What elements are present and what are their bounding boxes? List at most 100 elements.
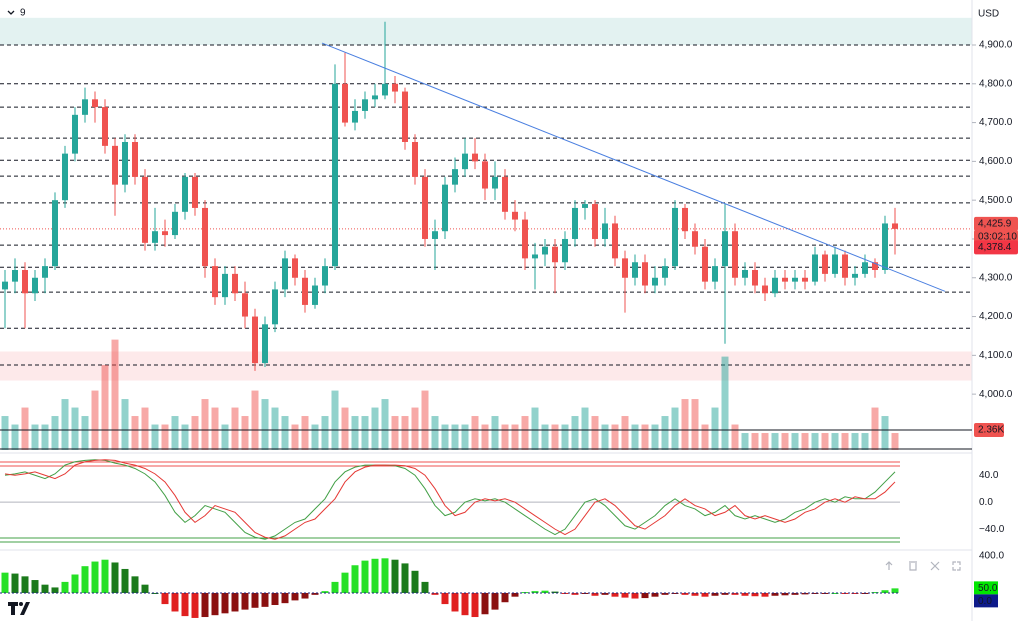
tv-logo[interactable]	[8, 602, 30, 615]
volume-bar	[791, 433, 799, 450]
volume-bar	[31, 424, 39, 450]
y-tick-label: 4,800.0	[979, 78, 1013, 89]
hist-bar	[441, 592, 449, 605]
hist-bar	[491, 592, 499, 610]
hist-bar	[541, 590, 549, 593]
volume-bar	[661, 416, 669, 450]
hist-bar	[121, 568, 129, 593]
hist-bar	[381, 558, 389, 593]
candle-body	[122, 141, 128, 185]
y-tick-label: 4,600.0	[979, 156, 1013, 167]
hist-bar	[631, 592, 639, 599]
volume-bar	[841, 433, 849, 450]
hist-bar	[181, 592, 189, 617]
y-tick-label: 4,100.0	[979, 350, 1013, 361]
candle-body	[842, 254, 848, 278]
volume-bar	[441, 424, 449, 450]
candle-body	[262, 324, 268, 364]
volume-label: 2.36K	[978, 425, 1004, 436]
hist-bar	[781, 592, 789, 596]
candle-body	[82, 99, 88, 115]
hist-bar	[811, 592, 819, 594]
volume-bar	[511, 424, 519, 450]
candle-body	[132, 141, 138, 177]
volume-bar	[21, 407, 29, 450]
candle-body	[52, 200, 58, 267]
volume-bar	[611, 424, 619, 450]
volume-bar	[561, 424, 569, 450]
y-tick-label: 4,300.0	[979, 272, 1013, 283]
candle-body	[512, 211, 518, 220]
volume-bar	[321, 416, 329, 450]
hist-bar	[651, 592, 659, 597]
candle-body	[202, 207, 208, 267]
volume-bar	[391, 416, 399, 450]
hist-bar	[101, 559, 109, 593]
hist-bar	[661, 592, 669, 595]
volume-bar	[451, 424, 459, 450]
candle-body	[892, 223, 898, 229]
volume-bar	[531, 407, 539, 450]
y-tick-label: 4,000.0	[979, 389, 1013, 400]
candle-body	[292, 258, 298, 278]
volume-bar	[131, 416, 139, 450]
volume-bar	[1, 416, 9, 450]
candle-body	[362, 99, 368, 111]
candle-body	[182, 176, 188, 212]
hist-bar	[531, 591, 539, 593]
candle-body	[422, 176, 428, 239]
volume-bar	[121, 399, 129, 450]
volume-bar	[241, 416, 249, 450]
hist-bar	[701, 592, 709, 597]
volume-bar	[721, 356, 729, 450]
volume-bar	[671, 407, 679, 450]
candle-body	[152, 231, 158, 243]
pane-toolbar[interactable]	[885, 561, 961, 571]
candle-body	[662, 266, 668, 278]
volume-bar	[221, 424, 229, 450]
hist-bar	[171, 592, 179, 612]
hist-bar	[81, 566, 89, 593]
candle-body	[462, 153, 468, 170]
candle-body	[682, 207, 688, 232]
volume-bar	[691, 399, 699, 450]
volume-bar	[291, 424, 299, 450]
hist-bar	[141, 584, 149, 593]
hist-signal-label: 0.0	[978, 596, 992, 607]
candle-body	[272, 289, 278, 325]
interval[interactable]: 9	[20, 8, 26, 19]
candle-body	[522, 219, 528, 259]
volume-bar	[61, 399, 69, 450]
hist-bar	[401, 563, 409, 593]
hist-last-label: 50.0	[978, 583, 998, 594]
hist-bar	[241, 592, 249, 610]
volume-bar	[751, 433, 759, 450]
hist-bar	[681, 592, 689, 595]
ma-price-bg	[974, 240, 1018, 255]
hist-bar	[361, 560, 369, 593]
volume-bar	[591, 416, 599, 450]
candle-body	[302, 277, 308, 305]
hist-tick-label: 400.0	[979, 551, 1004, 562]
candle-body	[92, 99, 98, 108]
hist-bar	[571, 592, 579, 595]
y-tick-label: 4,700.0	[979, 117, 1013, 128]
hist-bar	[641, 592, 649, 599]
candle-body	[702, 246, 708, 282]
volume-bar	[171, 416, 179, 450]
volume-label-bg	[974, 422, 1004, 437]
currency[interactable]: USD	[978, 9, 999, 20]
volume-bar	[191, 416, 199, 450]
volume-bar	[771, 433, 779, 450]
volume-bar	[431, 416, 439, 450]
volume-bar	[861, 433, 869, 450]
volume-bar	[501, 424, 509, 450]
candle-body	[582, 204, 588, 208]
osc-tick-label: −40.0	[979, 524, 1005, 535]
interval-chevron[interactable]	[7, 10, 15, 15]
candle-body	[672, 207, 678, 267]
volume-bar	[521, 416, 529, 450]
hist-bar	[591, 592, 599, 596]
candle-body	[752, 270, 758, 286]
volume-bar	[401, 416, 409, 450]
